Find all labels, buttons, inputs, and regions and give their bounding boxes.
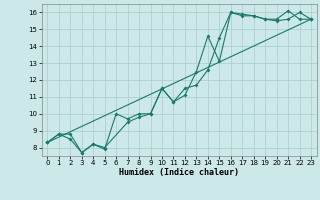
X-axis label: Humidex (Indice chaleur): Humidex (Indice chaleur) [119,168,239,177]
